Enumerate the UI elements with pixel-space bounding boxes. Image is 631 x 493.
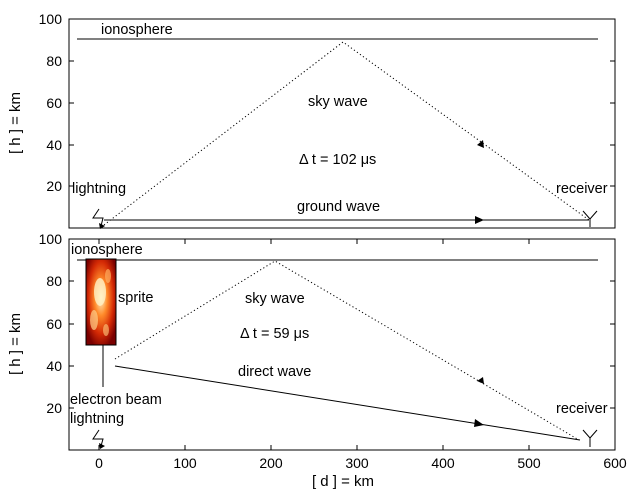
top-y-tick-label: 100 (39, 11, 63, 27)
direct-wave-line (114, 365, 581, 441)
top-panel: 20 40 60 80 100 [ h ] = km ionosphere sk… (7, 11, 616, 229)
bottom-receiver-label: receiver (556, 401, 608, 417)
top-ground-wave-label: ground wave (297, 199, 380, 215)
top-plot-frame (68, 18, 616, 229)
sprite-image (85, 258, 117, 346)
top-y-ticks (69, 18, 615, 187)
bottom-x-axis-label: [ d ] = km (312, 473, 374, 490)
bottom-sky-wave-arrow (477, 377, 484, 384)
bottom-y-tick-label: 60 (46, 316, 62, 332)
bottom-y-tick-label: 100 (39, 231, 63, 247)
top-ionosphere-label: ionosphere (101, 22, 173, 38)
top-ground-wave-arrow (475, 216, 484, 224)
top-delta-t-label: Δ t = 102 μs (299, 152, 376, 168)
bottom-y-axis-label: [ h ] = km (7, 313, 24, 375)
bottom-sky-wave-path (114, 260, 580, 441)
bottom-x-tick-label: 400 (431, 455, 455, 471)
bottom-x-tick-label: 200 (259, 455, 283, 471)
bottom-receiver-antenna-icon (582, 429, 598, 439)
top-lightning-bolt-icon (92, 208, 104, 227)
bottom-delta-t-label: Δ t = 59 μs (240, 326, 309, 342)
top-lightning-label: lightning (72, 181, 126, 197)
bottom-x-tick-label: 100 (173, 455, 197, 471)
top-receiver-antenna-icon (582, 210, 598, 220)
direct-wave-label: direct wave (238, 364, 311, 380)
top-sky-wave-path (103, 41, 590, 226)
bottom-y-ticks (69, 238, 615, 409)
bottom-sky-wave-label: sky wave (245, 291, 305, 307)
top-y-tick-label: 40 (46, 137, 62, 153)
top-receiver-label: receiver (556, 181, 608, 197)
bottom-y-tick-labels: 20 40 60 80 100 (39, 231, 63, 416)
bottom-lightning-bolt-icon (92, 429, 104, 447)
bottom-x-tick-label: 300 (345, 455, 369, 471)
top-lightning-arrow (99, 223, 105, 229)
electron-beam-label: electron beam (70, 392, 162, 408)
top-y-tick-label: 60 (46, 95, 62, 111)
bottom-x-tick-label: 600 (603, 455, 627, 471)
bottom-x-tick-label: 500 (517, 455, 541, 471)
bottom-panel: 20 40 60 80 100 0 100 200 300 400 500 60… (7, 231, 627, 490)
top-y-tick-label: 80 (46, 53, 62, 69)
bottom-y-tick-label: 20 (46, 400, 62, 416)
direct-wave-arrow (474, 419, 484, 427)
top-sky-wave-label: sky wave (308, 94, 368, 110)
top-y-tick-label: 20 (46, 178, 62, 194)
top-sky-wave-arrow (477, 140, 484, 148)
bottom-y-tick-label: 40 (46, 358, 62, 374)
bottom-x-tick-labels: 0 100 200 300 400 500 600 (95, 455, 627, 471)
bottom-y-tick-label: 80 (46, 273, 62, 289)
top-y-axis-label: [ h ] = km (7, 92, 24, 154)
top-y-tick-labels: 20 40 60 80 100 (39, 11, 63, 194)
bottom-lightning-arrow (99, 443, 105, 449)
bottom-x-tick-label: 0 (95, 455, 103, 471)
bottom-lightning-label: lightning (70, 411, 124, 427)
bottom-ionosphere-label: ionosphere (71, 242, 143, 258)
bottom-x-ticks (98, 239, 530, 450)
bottom-plot-frame (68, 238, 616, 451)
sprite-label: sprite (118, 290, 153, 306)
